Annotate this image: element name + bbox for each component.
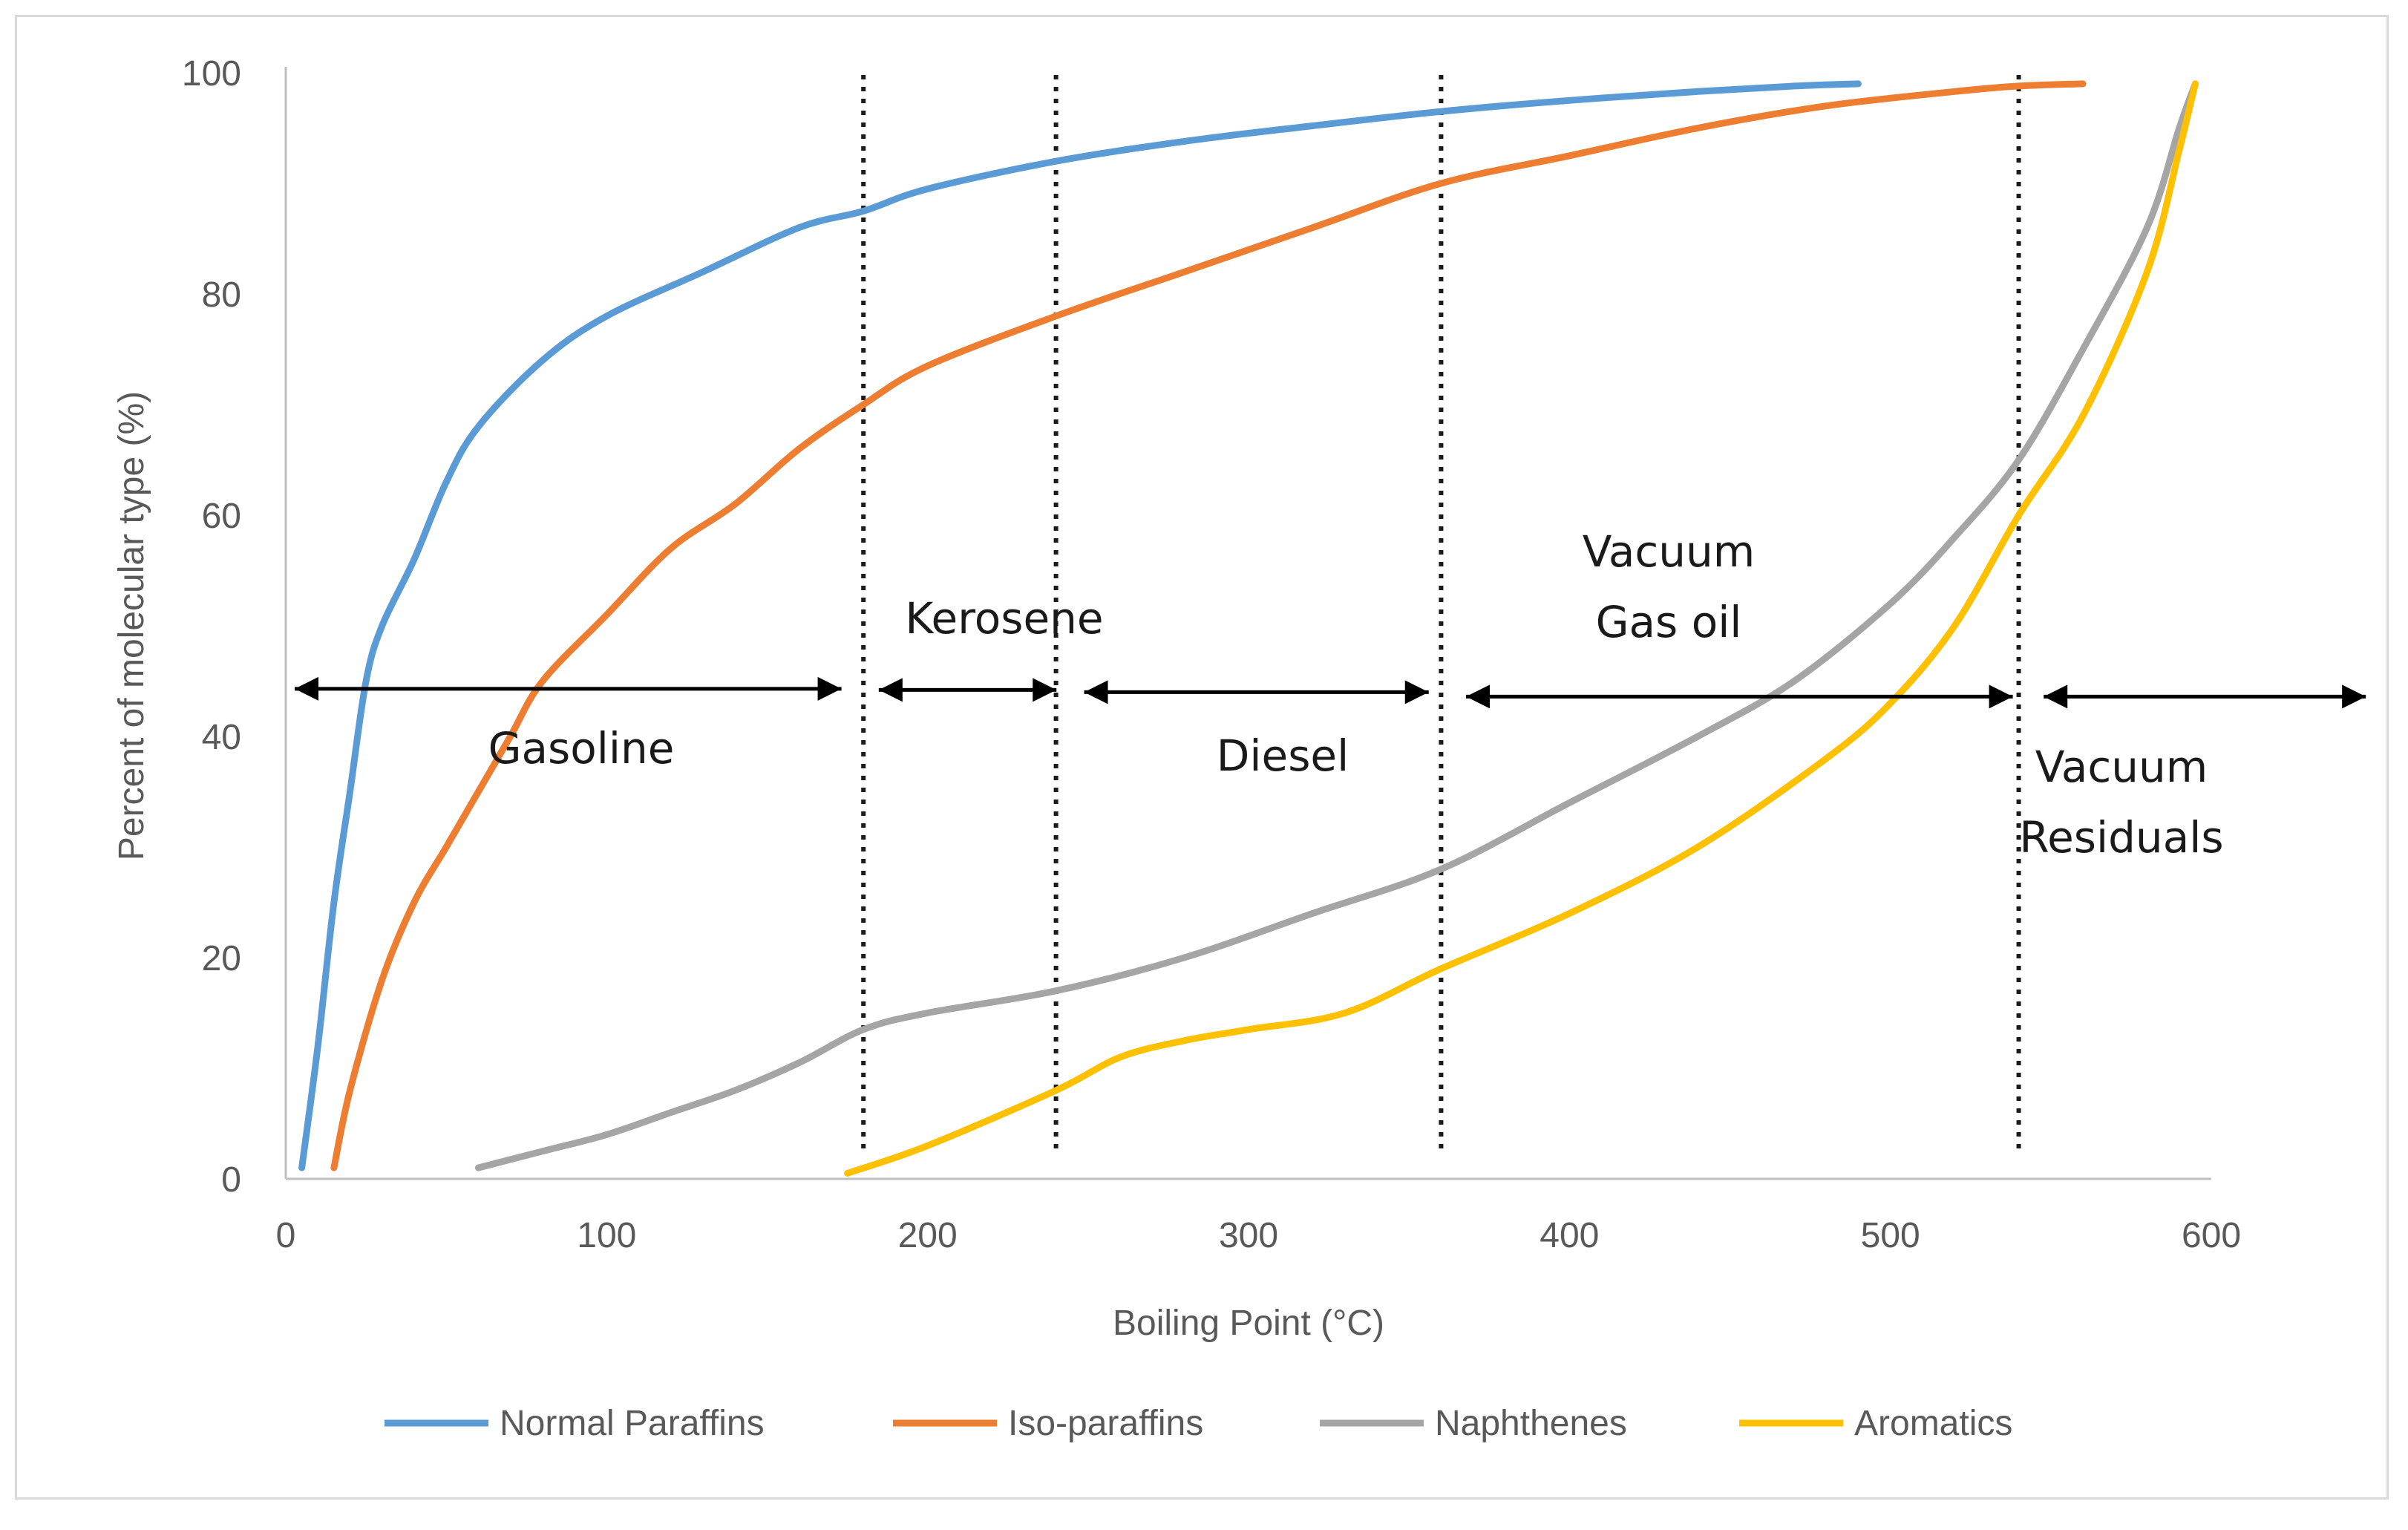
y-axis-title: Percent of molecular type (%) <box>112 391 151 860</box>
legend-label-normal-paraffins: Normal Paraffins <box>500 1404 765 1443</box>
x-tick-label-400: 400 <box>1540 1216 1599 1255</box>
arrowhead-left-vacuum-residuals <box>2044 684 2068 709</box>
x-tick-label-600: 600 <box>2182 1216 2241 1255</box>
arrowhead-right-gasoline <box>817 676 842 701</box>
cut-point-lines <box>861 75 2021 1153</box>
arrowhead-left-kerosene <box>878 678 903 702</box>
y-tick-label-100: 100 <box>182 54 241 94</box>
y-tick-label-20: 20 <box>202 939 241 978</box>
legend: Normal Paraffins Iso-paraffins Naphthenes A… <box>385 1404 2012 1443</box>
legend-item-normal-paraffins: Normal Paraffins <box>385 1404 765 1443</box>
arrowhead-right-vacuum-gas-oil <box>1989 684 2013 709</box>
line-chart: 0 20 40 60 80 100 0 100 200 300 400 500 600 Boiling P… <box>112 54 2366 1443</box>
x-tick-label-100: 100 <box>577 1216 636 1255</box>
region-label-vacuum-residuals-line-2: Residuals <box>2019 812 2223 863</box>
series-line-aromatics <box>844 80 2199 1177</box>
x-tick-label-200: 200 <box>898 1216 958 1255</box>
region-diesel: Diesel <box>1084 680 1429 781</box>
legend-item-naphthenes: Naphthenes <box>1320 1404 1627 1443</box>
region-label-diesel: Diesel <box>1217 730 1349 781</box>
x-tick-label-500: 500 <box>1861 1216 1920 1255</box>
region-vacuum-residuals: Vacuum Residuals <box>2019 684 2366 863</box>
legend-label-naphthenes: Naphthenes <box>1435 1404 1627 1443</box>
y-tick-label-40: 40 <box>202 718 241 757</box>
arrowhead-right-kerosene <box>1033 678 1057 702</box>
series-line-iso-paraffins <box>330 80 2087 1171</box>
region-vacuum-gas-oil: Vacuum Gas oil <box>1466 526 2013 709</box>
region-gasoline: Gasoline <box>295 676 842 774</box>
series-lines <box>298 80 2199 1177</box>
region-label-gasoline: Gasoline <box>488 723 675 774</box>
region-label-vacuum-gas-oil-line-1: Vacuum <box>1583 526 1756 577</box>
x-tick-label-0: 0 <box>276 1216 296 1255</box>
region-label-vacuum-residuals-line-1: Vacuum <box>2035 742 2208 792</box>
region-label-kerosene: Kerosene <box>905 593 1103 644</box>
axes: 0 20 40 60 80 100 0 100 200 300 400 500 600 Boiling P… <box>112 54 2241 1343</box>
arrowhead-left-vacuum-gas-oil <box>1466 684 1491 709</box>
y-tick-label-80: 80 <box>202 275 241 315</box>
arrowhead-right-diesel <box>1404 680 1429 704</box>
arrowhead-right-vacuum-residuals <box>2342 684 2366 709</box>
y-tick-label-0: 0 <box>221 1160 241 1200</box>
x-tick-label-300: 300 <box>1219 1216 1278 1255</box>
series-line-normal-paraffins <box>298 80 1862 1171</box>
region-label-vacuum-gas-oil-line-2: Gas oil <box>1596 597 1742 647</box>
legend-item-iso-paraffins: Iso-paraffins <box>893 1404 1203 1443</box>
legend-label-aromatics: Aromatics <box>1854 1404 2012 1443</box>
legend-item-aromatics: Aromatics <box>1739 1404 2012 1443</box>
region-kerosene: Kerosene <box>878 593 1104 702</box>
legend-label-iso-paraffins: Iso-paraffins <box>1008 1404 1203 1443</box>
arrowhead-left-diesel <box>1084 680 1108 704</box>
series-line-naphthenes <box>474 80 2199 1171</box>
y-tick-label-60: 60 <box>202 497 241 536</box>
chart-frame: 0 20 40 60 80 100 0 100 200 300 400 500 600 Boiling P… <box>15 15 2389 1500</box>
arrowhead-left-gasoline <box>295 676 318 701</box>
x-axis-title: Boiling Point (°C) <box>1113 1304 1384 1343</box>
